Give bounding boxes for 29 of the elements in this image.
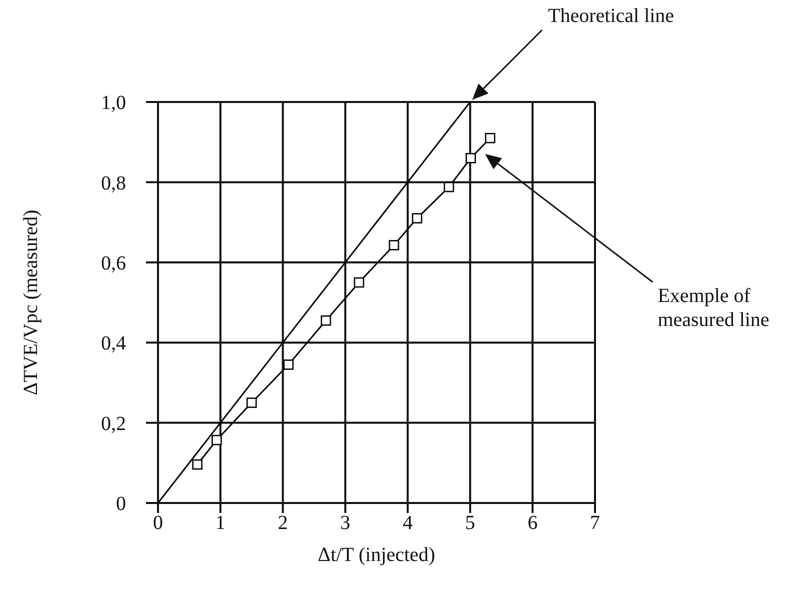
point — [412, 213, 422, 224]
x-tick-label: 1 — [215, 512, 226, 534]
text: Theoretical line — [548, 5, 674, 27]
point — [388, 240, 400, 250]
y-tick-label: 1,0 — [101, 92, 126, 114]
point — [444, 182, 454, 192]
x-axis-title: Δt/T (injected) — [318, 544, 436, 566]
x-tick-label: 5 — [465, 512, 476, 534]
point — [283, 360, 294, 370]
point — [354, 277, 364, 288]
text: Exemple of measured line — [658, 285, 770, 332]
point — [320, 315, 332, 326]
x-tick-label: 2 — [278, 512, 288, 534]
y-tick-label: 0 — [116, 493, 126, 516]
x-tick-label: 4 — [402, 512, 413, 534]
point — [246, 398, 257, 408]
x-tick-label: 7 — [590, 512, 600, 534]
y-tick-label: 0,8 — [101, 172, 126, 194]
y-tick-label: 0,6 — [101, 252, 126, 274]
y-tick-label: 0,2 — [101, 412, 126, 435]
point — [466, 152, 476, 164]
point — [484, 132, 496, 144]
x-tick-label: 3 — [340, 512, 350, 534]
x-tick-label: 0 — [153, 512, 163, 534]
y-tick-label: 0,4 — [101, 332, 126, 355]
x-tick-label: 6 — [528, 512, 538, 534]
point — [212, 434, 222, 446]
point — [192, 459, 202, 470]
y-axis-title: ΔTVE/Vpc (measured) — [20, 210, 42, 396]
